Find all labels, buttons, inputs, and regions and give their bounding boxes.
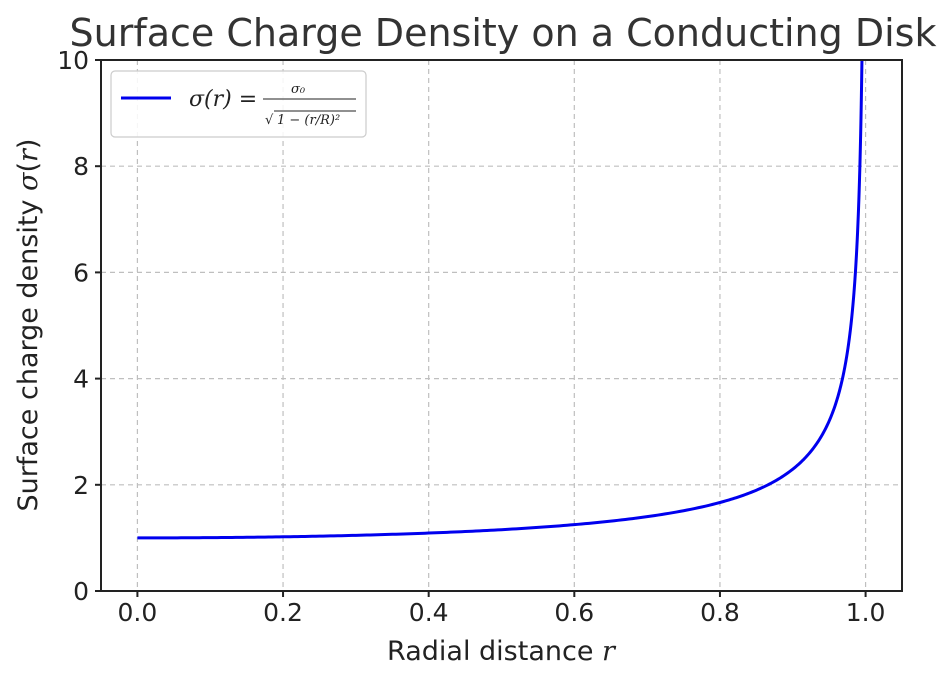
svg-text:σ(r) =: σ(r) =: [189, 87, 257, 112]
svg-text:√: √: [265, 113, 274, 128]
y-axis-label: Surface charge density σ(r): [13, 139, 44, 512]
series-line: [137, 59, 864, 540]
x-axis-label: Radial distance r: [387, 636, 617, 667]
y-tick-label: 6: [73, 258, 89, 287]
chart-title: Surface Charge Density on a Conducting D…: [70, 11, 937, 55]
y-gridlines: [101, 165, 902, 486]
x-tick-label: 0.8: [700, 598, 740, 627]
x-axis-ticks: 0.0 0.2 0.4 0.6 0.8 1.0: [118, 591, 886, 627]
series-group: [137, 59, 864, 540]
y-tick-label: 2: [73, 471, 89, 500]
plot-frame: [100, 59, 903, 592]
x-gridlines: [136, 60, 867, 591]
y-tick-label: 8: [73, 152, 89, 181]
legend-box: [110, 70, 367, 138]
x-tick-label: 0.0: [118, 598, 158, 627]
x-tick-label: 0.2: [263, 598, 303, 627]
x-tick-label: 1.0: [846, 598, 886, 627]
x-tick-label: 0.4: [409, 598, 449, 627]
legend-label: σ(r) = σ₀ √ 1 − (r/R)²: [189, 82, 356, 128]
y-tick-label: 10: [57, 46, 89, 75]
x-tick-label: 0.6: [554, 598, 594, 627]
svg-text:σ₀: σ₀: [291, 82, 306, 97]
y-tick-label: 0: [73, 577, 89, 606]
svg-text:1 − (r/R)²: 1 − (r/R)²: [277, 113, 340, 128]
legend: σ(r) = σ₀ √ 1 − (r/R)²: [110, 70, 367, 138]
y-tick-label: 4: [73, 365, 89, 394]
y-axis-ticks: 0 2 4 6 8 10: [57, 46, 101, 606]
